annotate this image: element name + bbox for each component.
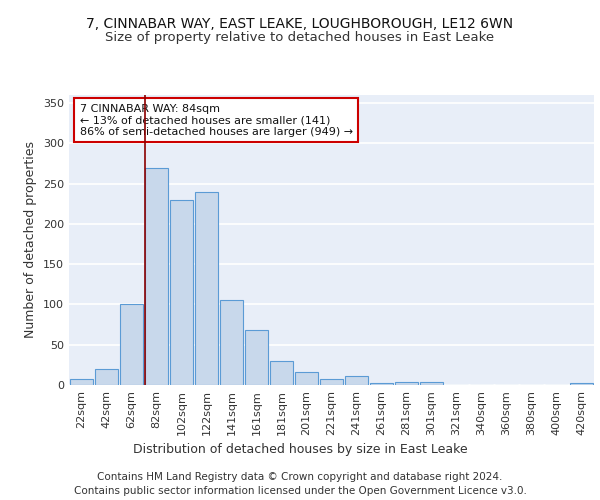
Bar — [295, 372, 319, 385]
Bar — [95, 369, 118, 385]
Bar — [170, 200, 193, 385]
Bar — [370, 382, 394, 385]
Text: 7 CINNABAR WAY: 84sqm
← 13% of detached houses are smaller (141)
86% of semi-det: 7 CINNABAR WAY: 84sqm ← 13% of detached … — [79, 104, 353, 137]
Text: Distribution of detached houses by size in East Leake: Distribution of detached houses by size … — [133, 442, 467, 456]
Bar — [220, 300, 244, 385]
Bar — [320, 380, 343, 385]
Text: Contains HM Land Registry data © Crown copyright and database right 2024.: Contains HM Land Registry data © Crown c… — [97, 472, 503, 482]
Text: 7, CINNABAR WAY, EAST LEAKE, LOUGHBOROUGH, LE12 6WN: 7, CINNABAR WAY, EAST LEAKE, LOUGHBOROUG… — [86, 18, 514, 32]
Bar — [395, 382, 418, 385]
Bar — [145, 168, 169, 385]
Bar — [194, 192, 218, 385]
Y-axis label: Number of detached properties: Number of detached properties — [25, 142, 37, 338]
Bar — [419, 382, 443, 385]
Bar — [269, 361, 293, 385]
Bar — [70, 380, 94, 385]
Bar — [344, 376, 368, 385]
Bar — [245, 330, 268, 385]
Text: Contains public sector information licensed under the Open Government Licence v3: Contains public sector information licen… — [74, 486, 526, 496]
Text: Size of property relative to detached houses in East Leake: Size of property relative to detached ho… — [106, 31, 494, 44]
Bar — [119, 304, 143, 385]
Bar — [569, 382, 593, 385]
